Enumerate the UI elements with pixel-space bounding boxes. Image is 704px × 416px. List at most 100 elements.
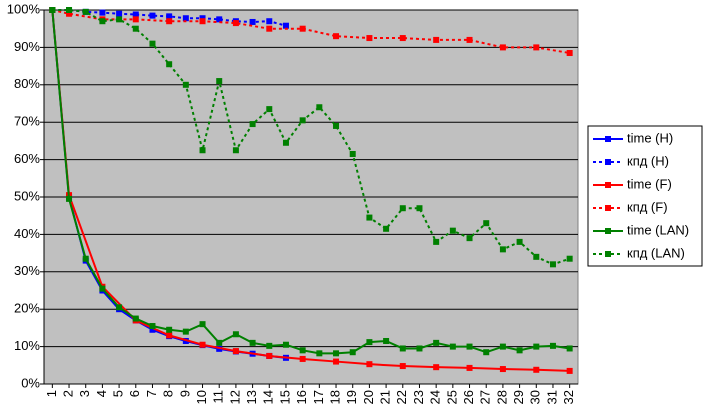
- x-tick-label: 12: [227, 390, 242, 404]
- legend-marker: [605, 205, 611, 211]
- x-tick-label: 25: [444, 390, 459, 404]
- point: [166, 326, 173, 333]
- point: [116, 16, 123, 23]
- legend-marker: [605, 182, 611, 188]
- point: [533, 343, 540, 350]
- x-tick-label: 9: [177, 390, 192, 397]
- x-tick-label: 23: [411, 390, 426, 404]
- point: [232, 147, 239, 154]
- point: [333, 358, 340, 365]
- point: [333, 33, 340, 40]
- point: [299, 117, 306, 124]
- point: [433, 36, 440, 43]
- point: [249, 18, 256, 25]
- point: [199, 18, 206, 25]
- point: [383, 337, 390, 344]
- point: [216, 16, 223, 23]
- point: [66, 7, 73, 13]
- x-tick-label: 11: [211, 390, 226, 404]
- x-tick-label: 29: [511, 390, 526, 404]
- point: [99, 18, 106, 25]
- legend-marker: [605, 251, 611, 257]
- legend-box: [587, 125, 703, 267]
- point: [483, 220, 490, 227]
- point: [82, 8, 89, 15]
- point: [533, 253, 540, 260]
- point: [132, 25, 139, 32]
- point: [266, 25, 273, 32]
- point: [499, 366, 506, 373]
- x-tick-label: 20: [361, 390, 376, 404]
- point: [433, 339, 440, 346]
- point: [266, 106, 273, 113]
- point: [516, 347, 523, 354]
- y-tick-label: 70%: [14, 114, 40, 129]
- point: [282, 139, 289, 146]
- point: [182, 15, 189, 22]
- point: [199, 341, 206, 348]
- point: [299, 25, 306, 32]
- x-tick-label: 7: [144, 390, 159, 397]
- y-tick-label: 0%: [21, 375, 40, 390]
- legend-marker: [605, 136, 611, 142]
- point: [149, 326, 156, 333]
- x-tick-label: 6: [127, 390, 142, 397]
- point: [366, 361, 373, 368]
- point: [116, 304, 123, 311]
- legend-marker: [605, 159, 611, 165]
- x-tick-label: 28: [494, 390, 509, 404]
- point: [449, 343, 456, 350]
- point: [566, 50, 573, 57]
- y-tick-label: 30%: [14, 263, 40, 278]
- x-tick-label: 5: [111, 390, 126, 397]
- x-tick-label: 8: [161, 390, 176, 397]
- point: [266, 18, 273, 25]
- point: [516, 238, 523, 245]
- x-tick-label: 30: [528, 390, 543, 404]
- x-tick-label: 31: [544, 390, 559, 404]
- x-tick-label: 24: [428, 390, 443, 404]
- point: [232, 331, 239, 338]
- point: [132, 315, 139, 322]
- x-tick-label: 10: [194, 390, 209, 404]
- x-tick-label: 18: [327, 390, 342, 404]
- point: [366, 214, 373, 221]
- point: [399, 363, 406, 370]
- point: [466, 235, 473, 242]
- y-tick-label: 90%: [14, 39, 40, 54]
- point: [399, 35, 406, 42]
- x-tick-label: 3: [77, 390, 92, 397]
- x-tick-label: 14: [261, 390, 276, 404]
- point: [316, 104, 323, 111]
- point: [433, 238, 440, 245]
- point: [166, 18, 173, 25]
- point: [166, 61, 173, 68]
- point: [182, 81, 189, 88]
- point: [433, 364, 440, 371]
- point: [299, 347, 306, 354]
- point: [399, 345, 406, 352]
- point: [216, 78, 223, 85]
- point: [399, 205, 406, 212]
- point: [249, 121, 256, 128]
- point: [99, 9, 106, 16]
- x-tick-label: 21: [378, 390, 393, 404]
- x-tick-label: 2: [60, 390, 75, 397]
- y-tick-label: 60%: [14, 151, 40, 166]
- point: [549, 261, 556, 268]
- x-tick-label: 17: [311, 390, 326, 404]
- x-tick-label: 32: [561, 390, 576, 404]
- x-tick-label: 15: [277, 390, 292, 404]
- point: [549, 342, 556, 349]
- y-tick-label: 50%: [14, 188, 40, 203]
- y-tick-label: 10%: [14, 338, 40, 353]
- y-tick-label: 40%: [14, 226, 40, 241]
- point: [499, 343, 506, 350]
- point: [349, 349, 356, 356]
- point: [383, 225, 390, 232]
- point: [566, 345, 573, 352]
- point: [533, 366, 540, 373]
- point: [483, 349, 490, 356]
- point: [282, 22, 289, 29]
